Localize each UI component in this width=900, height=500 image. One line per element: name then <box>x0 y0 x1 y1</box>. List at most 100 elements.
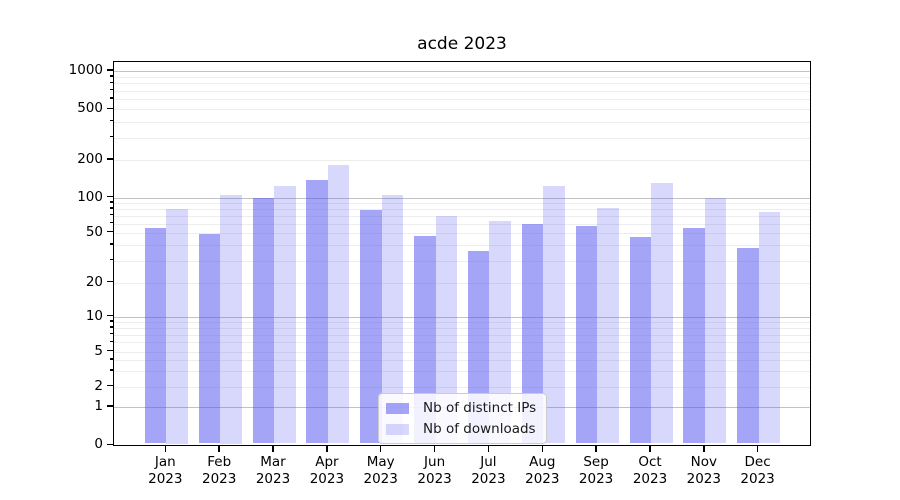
x-tick-label: Dec 2023 <box>740 454 775 487</box>
gridline <box>114 322 810 323</box>
gridline <box>114 351 810 353</box>
x-tick <box>649 446 651 453</box>
x-tick <box>487 446 490 453</box>
x-tick <box>326 446 328 453</box>
y-tick-label: 5 <box>94 342 103 359</box>
x-tick <box>218 446 220 453</box>
legend-label-downloads: Nb of downloads <box>423 421 536 437</box>
gridline <box>114 160 810 161</box>
y-minor-tick <box>109 135 113 138</box>
x-tick-label: Jan 2023 <box>148 454 183 487</box>
y-minor-tick <box>109 258 113 261</box>
gridline <box>114 76 810 78</box>
gridline <box>114 360 810 361</box>
x-tick-label: Mar 2023 <box>255 454 291 487</box>
y-minor-tick <box>109 326 113 328</box>
x-tick <box>379 446 382 453</box>
y-tick <box>107 69 113 71</box>
gridline <box>114 215 810 217</box>
bar-downloads <box>651 182 673 444</box>
gridline <box>114 223 810 225</box>
x-tick-label: Feb 2023 <box>202 454 237 487</box>
plot-area: Nb of distinct IPs Nb of downloads <box>113 61 811 446</box>
x-tick <box>541 446 544 453</box>
bar-downloads <box>166 209 188 444</box>
x-tick <box>756 446 759 453</box>
y-tick <box>107 384 113 387</box>
gridline <box>114 371 810 372</box>
bar-downloads <box>381 195 404 444</box>
legend-swatch-downloads <box>386 423 409 435</box>
y-minor-tick <box>109 243 113 245</box>
y-minor-tick <box>109 207 113 209</box>
y-tick <box>107 349 113 352</box>
gridline <box>114 90 810 92</box>
x-tick <box>703 446 705 453</box>
bar-distinct-ips <box>737 247 759 444</box>
y-minor-tick <box>109 81 113 84</box>
legend-swatch-distinct-ips <box>386 402 409 414</box>
legend: Nb of distinct IPs Nb of downloads <box>378 393 548 444</box>
bar-downloads <box>489 221 511 444</box>
y-tick-label: 0 <box>94 436 103 453</box>
y-tick <box>107 230 113 233</box>
bar-downloads <box>758 211 781 444</box>
x-tick-label: May 2023 <box>363 454 398 487</box>
gridline <box>114 260 810 262</box>
gridline <box>114 203 810 204</box>
legend-item-distinct-ips: Nb of distinct IPs <box>386 400 536 416</box>
x-tick <box>164 446 167 453</box>
bar-distinct-ips <box>360 210 382 444</box>
y-minor-tick <box>109 369 113 371</box>
bar-distinct-ips <box>144 227 167 444</box>
y-minor-tick <box>109 340 113 343</box>
y-tick <box>107 280 113 283</box>
bar-distinct-ips <box>683 227 705 444</box>
y-tick <box>107 195 113 198</box>
y-minor-tick <box>109 332 113 335</box>
y-minor-tick <box>109 320 113 322</box>
bar-downloads <box>704 197 727 444</box>
y-tick-label: 50 <box>85 223 103 240</box>
legend-label-distinct-ips: Nb of distinct IPs <box>423 400 537 416</box>
gridline <box>114 386 810 388</box>
gridline <box>114 99 810 101</box>
y-minor-tick <box>109 88 113 91</box>
bar-downloads <box>327 164 350 444</box>
y-tick <box>107 314 113 317</box>
y-tick <box>107 107 113 110</box>
y-minor-tick <box>109 221 113 224</box>
x-tick-label: Apr 2023 <box>309 454 345 487</box>
x-tick-label: Nov 2023 <box>686 454 721 487</box>
y-minor-tick <box>109 201 113 203</box>
y-tick <box>107 443 113 446</box>
x-tick <box>433 446 436 453</box>
y-minor-tick <box>109 119 113 122</box>
bar-distinct-ips <box>414 236 436 444</box>
gridline <box>114 71 810 72</box>
gridline <box>114 334 810 336</box>
y-minor-tick <box>109 358 113 360</box>
y-tick <box>107 405 113 407</box>
y-tick-label: 20 <box>85 273 103 290</box>
gridline <box>114 209 810 210</box>
y-tick-label: 200 <box>77 151 103 167</box>
bar-distinct-ips <box>521 223 544 444</box>
y-tick <box>107 158 113 160</box>
y-tick-label: 2 <box>94 377 103 394</box>
gridline <box>114 244 810 246</box>
bar-downloads <box>435 215 458 444</box>
gridline <box>114 282 810 284</box>
gridline <box>114 137 810 139</box>
y-tick-label: 10 <box>85 307 103 324</box>
bar-downloads <box>220 194 242 444</box>
bar-downloads <box>274 185 296 444</box>
gridline <box>114 232 810 234</box>
gridline <box>114 83 810 85</box>
bar-distinct-ips <box>306 180 328 444</box>
gridline <box>114 197 810 199</box>
x-tick-label: Oct 2023 <box>632 454 668 487</box>
legend-item-downloads: Nb of downloads <box>386 421 536 437</box>
bar-distinct-ips <box>198 233 221 444</box>
